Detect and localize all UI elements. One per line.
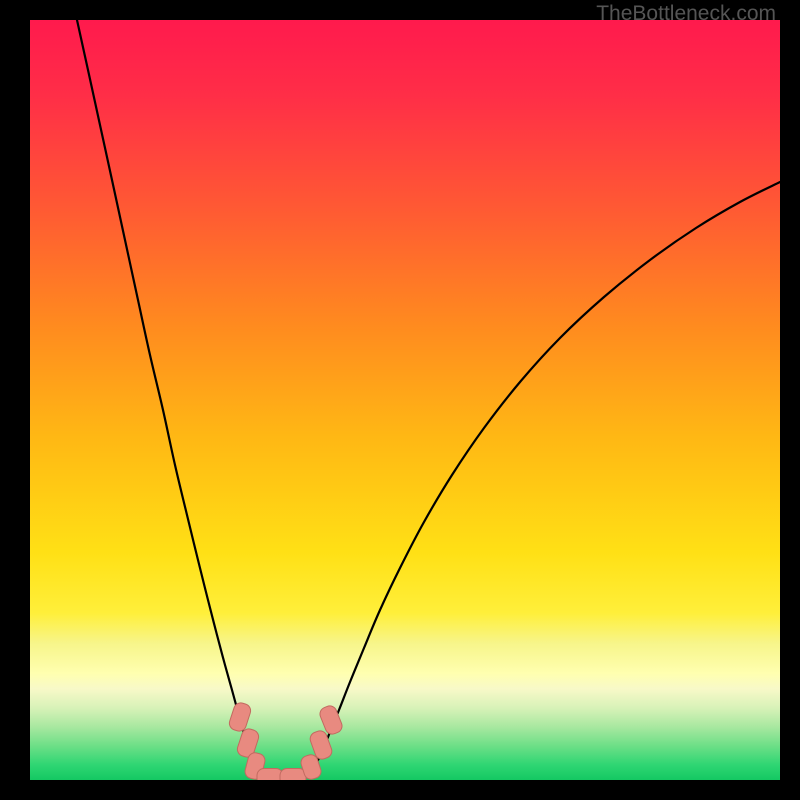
plot-area [30,20,780,780]
chart-frame: TheBottleneck.com [0,0,800,800]
valley-marker [257,769,283,781]
gradient-background [30,20,780,780]
valley-marker [280,769,306,781]
watermark-text: TheBottleneck.com [596,2,776,26]
chart-svg [30,20,780,780]
